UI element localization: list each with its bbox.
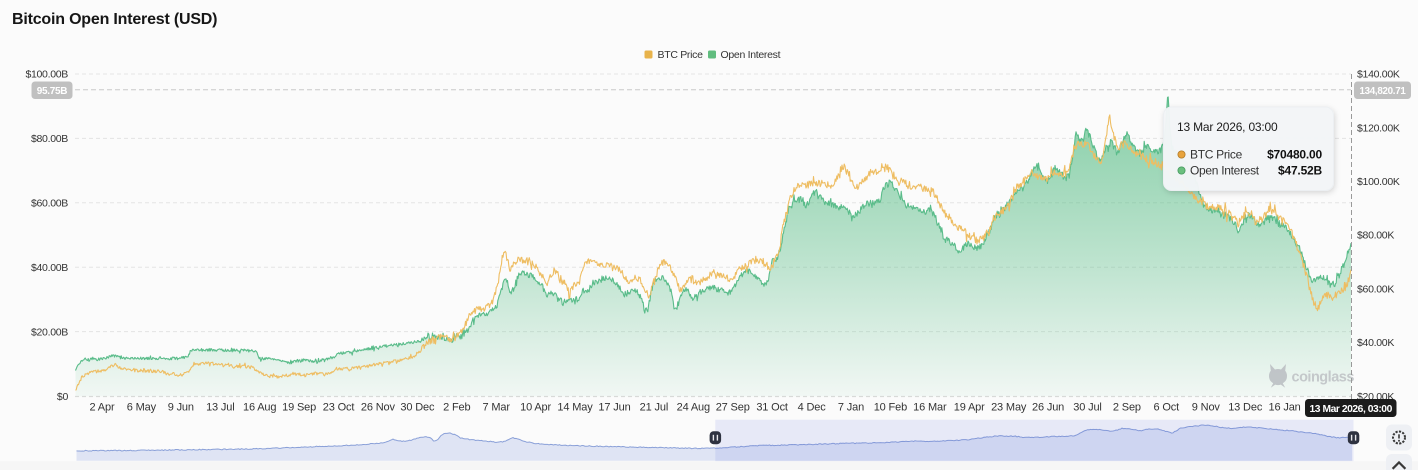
svg-text:9 Nov: 9 Nov (1192, 401, 1221, 413)
svg-text:$47.52B: $47.52B (1278, 164, 1323, 178)
svg-text:2 Apr: 2 Apr (90, 401, 115, 413)
svg-text:9 Jun: 9 Jun (168, 401, 194, 413)
svg-text:Open Interest: Open Interest (1190, 164, 1260, 178)
svg-text:BTC Price: BTC Price (658, 49, 704, 61)
svg-text:10 Feb: 10 Feb (874, 401, 907, 413)
svg-text:$80.00K: $80.00K (1357, 230, 1394, 242)
svg-text:Bitcoin Open Interest (USD): Bitcoin Open Interest (USD) (12, 11, 217, 28)
svg-text:19 Apr: 19 Apr (954, 401, 985, 413)
svg-text:23 Oct: 23 Oct (323, 401, 355, 413)
svg-text:23 May: 23 May (991, 401, 1027, 413)
svg-text:26 Jun: 26 Jun (1032, 401, 1064, 413)
svg-text:30 Jul: 30 Jul (1073, 401, 1101, 413)
svg-text:13 Mar 2026, 03:00: 13 Mar 2026, 03:00 (1177, 120, 1278, 134)
svg-text:$20.00B: $20.00B (31, 326, 68, 338)
svg-text:$80.00B: $80.00B (31, 133, 68, 145)
svg-text:30 Dec: 30 Dec (400, 401, 435, 413)
svg-text:13 Mar 2026, 03:00: 13 Mar 2026, 03:00 (1310, 404, 1393, 415)
svg-text:coinglass: coinglass (1292, 370, 1355, 386)
svg-text:$40.00B: $40.00B (31, 262, 68, 274)
svg-text:16 Jan: 16 Jan (1269, 401, 1301, 413)
svg-text:4 Dec: 4 Dec (798, 401, 827, 413)
svg-text:31 Oct: 31 Oct (756, 401, 788, 413)
svg-text:16 Aug: 16 Aug (243, 401, 276, 413)
svg-text:$70480.00: $70480.00 (1267, 148, 1322, 162)
svg-text:14 May: 14 May (557, 401, 593, 413)
svg-text:$140.00K: $140.00K (1357, 69, 1400, 81)
svg-text:6 Oct: 6 Oct (1154, 401, 1180, 413)
svg-text:24 Aug: 24 Aug (677, 401, 710, 413)
svg-text:134,820.71: 134,820.71 (1359, 86, 1406, 97)
svg-text:27 Sep: 27 Sep (716, 401, 750, 413)
svg-text:17 Jun: 17 Jun (598, 401, 630, 413)
svg-text:16 Mar: 16 Mar (913, 401, 947, 413)
svg-text:13 Dec: 13 Dec (1228, 401, 1263, 413)
svg-text:$60.00B: $60.00B (31, 198, 68, 210)
svg-text:21 Jul: 21 Jul (640, 401, 668, 413)
svg-text:13 Jul: 13 Jul (206, 401, 234, 413)
svg-text:95.75B: 95.75B (37, 86, 68, 97)
svg-text:$120.00K: $120.00K (1357, 122, 1400, 134)
svg-text:2 Feb: 2 Feb (443, 401, 470, 413)
svg-text:$40.00K: $40.00K (1357, 337, 1394, 349)
svg-text:$0: $0 (57, 391, 69, 403)
svg-text:$100.00K: $100.00K (1357, 176, 1400, 188)
svg-text:$100.00B: $100.00B (25, 69, 68, 81)
svg-text:$60.00K: $60.00K (1357, 283, 1394, 295)
svg-text:6 May: 6 May (127, 401, 157, 413)
svg-text:Open Interest: Open Interest (721, 49, 781, 61)
svg-text:19 Sep: 19 Sep (282, 401, 316, 413)
svg-text:7 Mar: 7 Mar (483, 401, 511, 413)
svg-text:2 Sep: 2 Sep (1113, 401, 1141, 413)
svg-text:10 Apr: 10 Apr (520, 401, 551, 413)
svg-text:26 Nov: 26 Nov (361, 401, 396, 413)
svg-text:BTC Price: BTC Price (1190, 148, 1243, 162)
svg-text:7 Jan: 7 Jan (838, 401, 864, 413)
